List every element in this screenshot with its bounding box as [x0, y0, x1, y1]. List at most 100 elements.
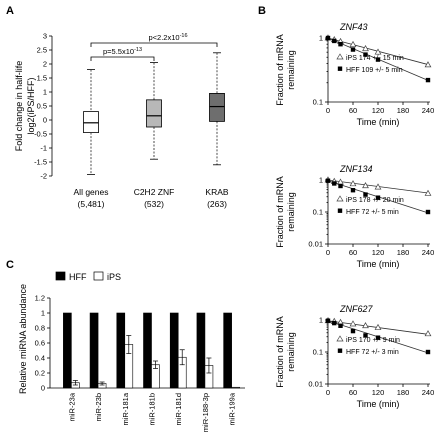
decay-plot-znf134: ZNF134 0.01 0.1 1 0 60 120 180 240 Time (min) Frac…: [275, 164, 434, 269]
p-value-text: p<2.2x10: [148, 33, 179, 42]
y-tick-label: 0.4: [35, 354, 45, 363]
y-tick-label: 1: [43, 88, 47, 97]
x-tick-label: 60: [349, 388, 357, 397]
data-point-ips: [362, 322, 369, 329]
bar-hff: [223, 312, 232, 389]
panel-letter-a: A: [6, 5, 14, 17]
y-axis-subtitle: remaining: [286, 192, 296, 232]
x-axis-title: Time (min): [357, 117, 400, 127]
category-label: miR-181d: [174, 393, 183, 426]
data-point-ips: [374, 183, 382, 190]
y-axis-title: Fold change in half-life: [14, 61, 24, 152]
legend-label-hff: HFF: [69, 272, 87, 282]
legend-marker-hff: [337, 208, 343, 213]
y-axis-subtitle: log2(iPS/HFF): [26, 77, 36, 134]
y-tick-label: 1.2: [35, 294, 45, 303]
data-point-ips: [349, 320, 357, 327]
y-axis-title: Fraction of mRNA: [275, 316, 285, 388]
category-count: (263): [207, 199, 227, 209]
y-tick-label: -1: [40, 144, 47, 153]
decay-plot-znf627: ZNF627 0.01 0.1 1 0 60 120 180 240 Time (min) Frac…: [275, 304, 434, 409]
legend-label-ips: iPS: [107, 272, 121, 282]
p-value-label: p=5.5x10-13: [103, 47, 142, 56]
data-point-hff: [350, 328, 356, 334]
y-tick-label: 0.1: [313, 98, 323, 107]
y-tick-label: 2.5: [37, 46, 47, 55]
p-value-text: p=5.5x10: [103, 47, 134, 56]
y-tick-label: 3: [43, 32, 47, 41]
legend-label-ips: iPS 174 +/- 15 min: [346, 55, 404, 62]
data-point-hff: [375, 57, 381, 62]
legend-marker-hff: [337, 348, 343, 353]
y-tick-label: -0.5: [34, 130, 47, 139]
category-label: All genes: [74, 187, 109, 197]
x-tick-label: 180: [397, 388, 410, 397]
x-tick-label: 0: [326, 106, 330, 115]
data-point-hff: [332, 38, 337, 44]
data-point-ips: [424, 189, 432, 196]
category-count: (5,481): [78, 199, 105, 209]
y-axis-subtitle: remaining: [286, 50, 296, 90]
legend-marker-ips: [336, 53, 344, 60]
x-axis-title: Time (min): [357, 259, 400, 269]
data-point-hff: [363, 192, 368, 197]
y-tick-label: 0.2: [35, 369, 45, 378]
legend-marker-hff: [337, 66, 343, 71]
data-point-hff: [325, 178, 331, 183]
boxplot-panel: -2 -1.5 -1 -0.5 0 0.5 1 1.5 2 2.5 3 Fold change in …: [14, 32, 229, 210]
y-tick-label: 1: [319, 34, 323, 43]
data-point-ips: [374, 48, 382, 55]
data-point-hff: [338, 42, 343, 47]
data-point-hff: [332, 181, 337, 186]
category-count: (532): [144, 199, 164, 209]
data-point-hff: [350, 188, 356, 193]
legend-label-hff: HFF 72 +/- 5 min: [346, 209, 399, 216]
legend-marker-ips: [336, 195, 344, 202]
p-value-exponent: -16: [180, 33, 188, 39]
bar-chart-panel: 0 0.2 0.4 0.6 0.8 1 1.2 Relative miRNA abundanc…: [18, 271, 245, 432]
x-tick-label: 60: [349, 106, 357, 115]
legend-label-ips: iPS 170 +/- 9 min: [346, 337, 400, 344]
data-point-ips: [349, 40, 357, 47]
bar-hff: [169, 312, 179, 389]
legend-label-hff: HFF 109 +/- 5 min: [346, 67, 403, 74]
category-label: miR-23b: [94, 393, 103, 421]
x-axis-title: Time (min): [357, 399, 400, 409]
x-tick-label: 180: [397, 106, 410, 115]
y-tick-label: 0.1: [313, 348, 323, 357]
legend-marker-ips: [336, 335, 344, 342]
y-tick-label: 0: [41, 384, 45, 393]
legend-swatch-hff: [55, 271, 66, 281]
p-value-label: p<2.2x10-16: [148, 33, 187, 42]
legend-swatch-ips: [93, 271, 104, 281]
panel-letter-b: B: [258, 5, 266, 17]
box: [209, 93, 225, 122]
bar-hff: [143, 312, 152, 389]
y-tick-label: 1: [319, 316, 323, 325]
significance-bracket: [90, 56, 155, 61]
x-tick-label: 0: [326, 388, 330, 397]
y-axis-title: Relative miRNA abundance: [18, 284, 28, 394]
p-value-exponent: -13: [134, 47, 142, 53]
data-point-hff: [375, 195, 381, 200]
data-point-hff: [332, 320, 337, 326]
category-label: miR-199a: [228, 392, 237, 425]
gene-title: ZNF134: [339, 164, 373, 174]
data-point-hff: [375, 335, 381, 340]
data-point-ips: [374, 323, 382, 330]
y-tick-label: 0.5: [37, 102, 47, 111]
bar-hff: [63, 312, 72, 389]
x-tick-label: 240: [422, 248, 435, 257]
data-point-ips: [362, 45, 369, 52]
data-point-hff: [325, 35, 331, 41]
x-tick-label: 0: [326, 248, 330, 257]
y-tick-label: -1.5: [34, 158, 47, 167]
y-tick-label: 1: [41, 309, 45, 318]
y-tick-label: 0: [43, 116, 47, 125]
y-axis-title: Fraction of mRNA: [275, 176, 285, 248]
significance-bracket: [90, 42, 218, 47]
panel-letter-c: C: [6, 259, 14, 271]
y-tick-label: 0.1: [313, 208, 323, 217]
data-point-hff: [325, 318, 331, 323]
